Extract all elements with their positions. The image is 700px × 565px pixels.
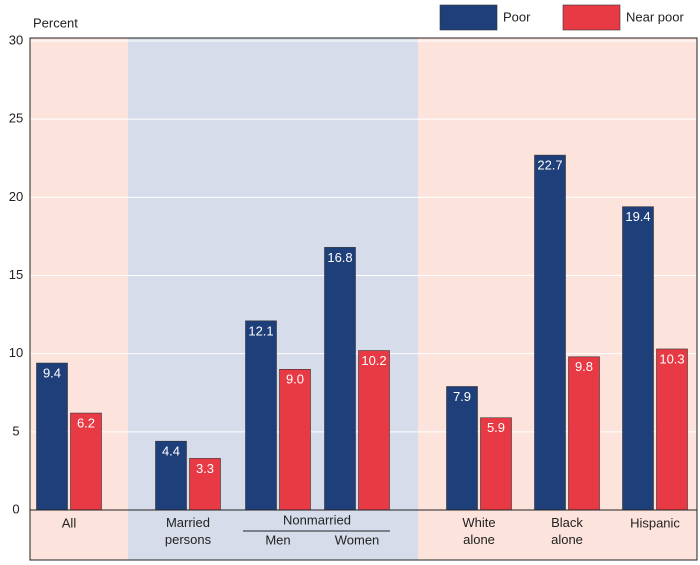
value-label: 22.7	[537, 158, 562, 173]
x-tick-label: All	[62, 515, 77, 530]
value-label: 6.2	[77, 416, 95, 431]
bar	[446, 386, 478, 511]
x-tick-label: White alone	[462, 515, 495, 547]
value-label: 4.4	[162, 444, 180, 459]
bar	[568, 356, 600, 511]
value-label: 10.2	[361, 353, 386, 368]
bar	[36, 362, 68, 511]
y-axis-label: Percent	[33, 15, 78, 30]
value-label: 7.9	[453, 389, 471, 404]
x-tick-label: Married persons	[165, 515, 212, 547]
y-tick-label: 0	[12, 501, 19, 516]
bar	[358, 350, 390, 511]
bar	[245, 320, 277, 511]
bar	[656, 348, 688, 511]
y-tick-label: 25	[9, 111, 23, 126]
legend-label: Poor	[503, 9, 531, 24]
x-tick-label: Women	[335, 532, 380, 547]
value-label: 9.4	[43, 365, 61, 380]
value-label: 12.1	[248, 323, 273, 338]
value-label: 5.9	[487, 420, 505, 435]
bar	[534, 154, 566, 511]
y-tick-label: 15	[9, 267, 23, 282]
legend-label: Near poor	[626, 9, 684, 24]
value-label: 10.3	[659, 351, 684, 366]
y-tick-label: 5	[12, 423, 19, 438]
bar	[279, 368, 311, 511]
bar	[622, 206, 654, 511]
legend-swatch	[439, 4, 498, 31]
y-tick-label: 10	[9, 345, 23, 360]
bar	[324, 247, 356, 511]
x-tick-label: Hispanic	[630, 515, 680, 530]
x-tick-label: Men	[265, 532, 290, 547]
x-tick-label: Black alone	[551, 515, 583, 547]
y-tick-label: 30	[9, 32, 23, 47]
y-tick-label: 20	[9, 189, 23, 204]
legend-swatch	[562, 4, 621, 31]
value-label: 19.4	[625, 209, 650, 224]
bar	[480, 417, 512, 511]
value-label: 16.8	[327, 250, 352, 265]
value-label: 9.8	[575, 359, 593, 374]
value-label: 3.3	[196, 461, 214, 476]
group-label: Nonmarried	[283, 512, 351, 527]
frame	[29, 37, 698, 561]
value-label: 9.0	[286, 372, 304, 387]
